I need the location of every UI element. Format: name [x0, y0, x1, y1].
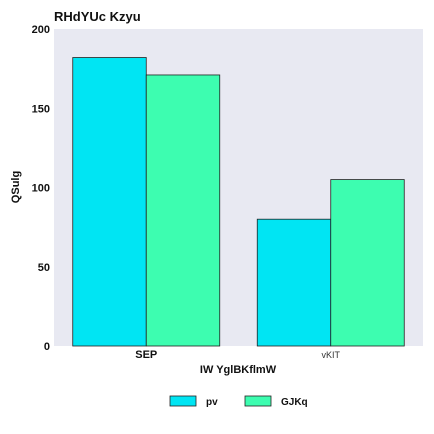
legend: pv GJKq	[169, 395, 308, 408]
x-tick-label: SEP	[135, 349, 157, 361]
y-axis-label: QSulg	[10, 171, 22, 203]
legend-swatch-pv	[169, 395, 197, 407]
legend-label: pv	[206, 397, 218, 408]
bars-group	[72, 57, 405, 347]
bar-pv-vKIT	[256, 218, 332, 347]
bar-GJKq-SEP	[145, 74, 221, 347]
y-tick-label: 100	[32, 183, 50, 195]
legend-label: GJKq	[281, 397, 308, 408]
x-axis-ticks: SEP vKIT	[135, 349, 340, 361]
y-tick-label: 0	[44, 341, 50, 353]
chart-title: RHdYUc Kzyu	[54, 9, 141, 24]
x-axis-label: IW YglBKflmW	[200, 364, 277, 376]
y-tick-label: 50	[38, 262, 50, 274]
bar-GJKq-vKIT	[330, 179, 405, 347]
x-tick-label: vKIT	[321, 350, 340, 360]
legend-swatch-GJKq	[244, 395, 272, 407]
y-tick-label: 150	[32, 103, 50, 115]
y-tick-label: 200	[32, 24, 50, 36]
bar-pv-SEP	[72, 57, 147, 347]
y-axis-ticks: 0 50 100 150 200	[32, 24, 50, 353]
